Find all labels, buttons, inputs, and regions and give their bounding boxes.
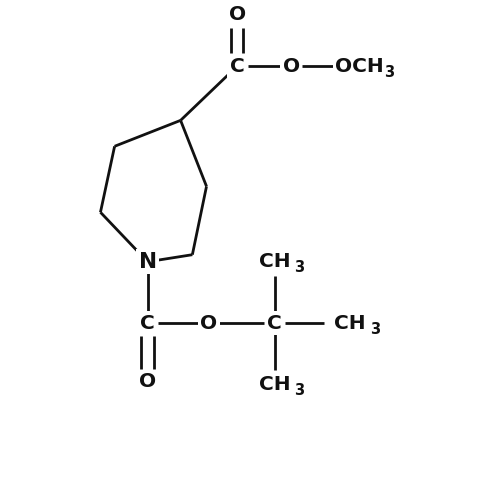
Text: C: C: [140, 314, 155, 332]
Text: CH: CH: [334, 314, 366, 332]
Text: CH: CH: [259, 252, 291, 271]
Text: C: C: [230, 57, 244, 76]
Text: O: O: [283, 57, 300, 76]
Text: O: O: [139, 373, 156, 391]
Text: 3: 3: [384, 65, 394, 80]
Text: 3: 3: [294, 383, 305, 398]
Text: OCH: OCH: [335, 57, 384, 76]
Text: CH: CH: [259, 375, 291, 394]
Text: N: N: [138, 252, 157, 272]
Text: O: O: [228, 5, 246, 24]
Text: O: O: [200, 314, 217, 332]
Text: 3: 3: [370, 322, 380, 337]
Text: 3: 3: [294, 261, 305, 275]
Text: C: C: [267, 314, 282, 332]
